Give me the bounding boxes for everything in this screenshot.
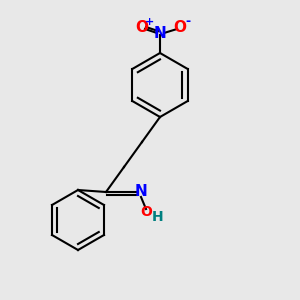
- Text: O: O: [136, 20, 148, 34]
- Text: +: +: [146, 17, 154, 27]
- Text: -: -: [185, 16, 190, 28]
- Text: O: O: [140, 205, 152, 219]
- Text: N: N: [135, 184, 147, 200]
- Text: H: H: [152, 210, 164, 224]
- Text: O: O: [173, 20, 187, 34]
- Text: N: N: [154, 26, 166, 40]
